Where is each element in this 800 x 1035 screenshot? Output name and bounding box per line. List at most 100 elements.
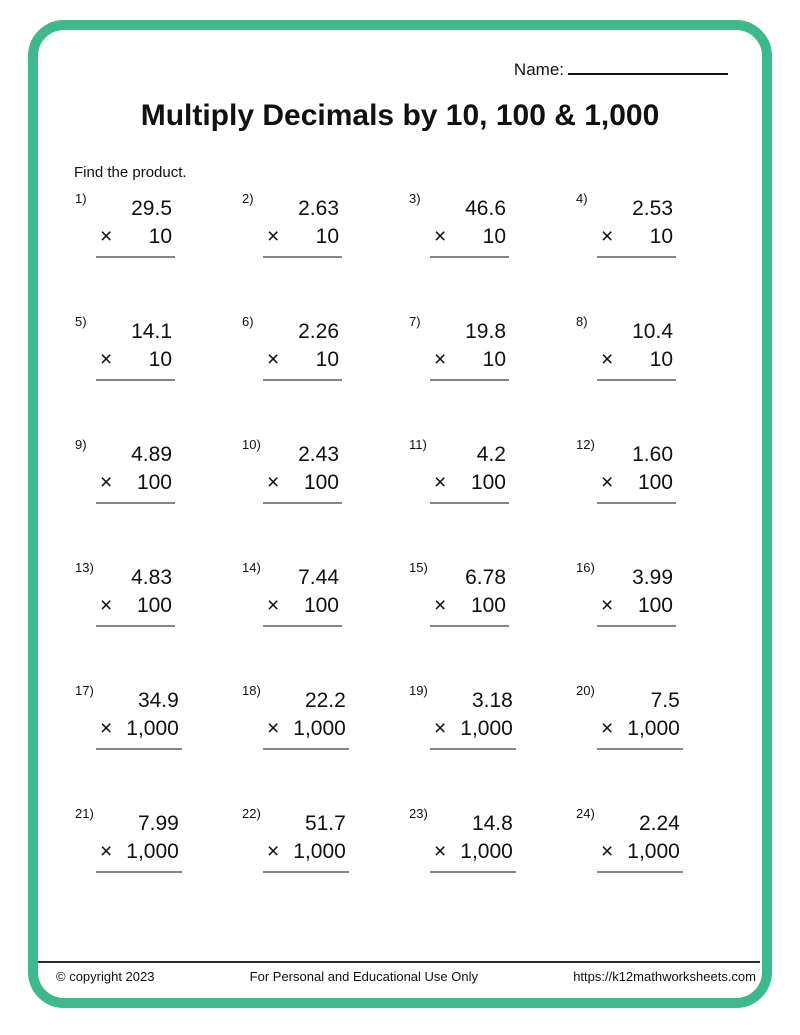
multiplicand: 2.63	[298, 197, 339, 220]
multiplicand: 4.2	[476, 443, 506, 466]
problem-work: 14.1 × 10	[96, 320, 175, 381]
multiplicand: 34.9	[137, 689, 179, 712]
worksheet-border	[28, 20, 772, 1008]
problems-grid: 1) 29.5 × 10 2) 2.63 × 10 3) 46.6 × 10 4) 2…	[73, 191, 741, 929]
problem-number: 5)	[75, 314, 87, 329]
problem-work: 2.63 × 10	[263, 197, 342, 258]
multiplier: 10	[148, 348, 172, 371]
multiplier: 1,000	[293, 717, 346, 740]
multiply-sign: ×	[100, 840, 113, 863]
multiplier: 1,000	[460, 717, 513, 740]
answer-line	[430, 871, 516, 873]
problem-12: 12) 1.60 × 100	[574, 437, 741, 560]
multiply-sign: ×	[267, 840, 280, 863]
problem-work: 34.9 × 1,000	[96, 689, 182, 750]
footer-url: https://k12mathworksheets.com	[573, 969, 756, 984]
answer-line	[430, 748, 516, 750]
multiplier: 1,000	[126, 717, 179, 740]
multiplicand: 46.6	[465, 197, 506, 220]
problem-1: 1) 29.5 × 10	[73, 191, 240, 314]
problem-number: 19)	[409, 683, 428, 698]
multiplier: 100	[470, 471, 506, 494]
problem-work: 3.18 × 1,000	[430, 689, 516, 750]
problem-number: 2)	[242, 191, 254, 206]
footer-copyright: © copyright 2023	[56, 969, 155, 984]
answer-line	[597, 379, 676, 381]
multiply-sign: ×	[434, 471, 447, 494]
answer-line	[597, 748, 683, 750]
problem-21: 21) 7.99 × 1,000	[73, 806, 240, 929]
multiply-sign: ×	[434, 225, 447, 248]
multiplicand: 22.2	[304, 689, 346, 712]
problem-5: 5) 14.1 × 10	[73, 314, 240, 437]
problem-work: 4.83 × 100	[96, 566, 175, 627]
multiply-sign: ×	[267, 225, 280, 248]
problem-number: 16)	[576, 560, 595, 575]
multiply-sign: ×	[601, 717, 614, 740]
problem-number: 24)	[576, 806, 595, 821]
multiply-sign: ×	[267, 594, 280, 617]
multiplier: 100	[470, 594, 506, 617]
problem-2: 2) 2.63 × 10	[240, 191, 407, 314]
multiplier: 10	[482, 348, 506, 371]
multiply-sign: ×	[100, 594, 113, 617]
problem-number: 22)	[242, 806, 261, 821]
multiplicand: 14.1	[131, 320, 172, 343]
multiply-sign: ×	[100, 717, 113, 740]
answer-line	[96, 256, 175, 258]
answer-line	[597, 871, 683, 873]
answer-line	[597, 502, 676, 504]
multiply-sign: ×	[267, 717, 280, 740]
answer-line	[263, 871, 349, 873]
multiply-sign: ×	[100, 348, 113, 371]
problem-number: 15)	[409, 560, 428, 575]
multiply-sign: ×	[100, 471, 113, 494]
multiply-sign: ×	[601, 348, 614, 371]
problem-work: 7.44 × 100	[263, 566, 342, 627]
answer-line	[263, 379, 342, 381]
problem-10: 10) 2.43 × 100	[240, 437, 407, 560]
problem-15: 15) 6.78 × 100	[407, 560, 574, 683]
multiplier: 100	[136, 594, 172, 617]
multiplicand: 14.8	[471, 812, 513, 835]
problem-work: 22.2 × 1,000	[263, 689, 349, 750]
multiplicand: 2.26	[298, 320, 339, 343]
multiplier: 100	[637, 594, 673, 617]
problem-number: 20)	[576, 683, 595, 698]
problem-work: 2.43 × 100	[263, 443, 342, 504]
problem-3: 3) 46.6 × 10	[407, 191, 574, 314]
multiplicand: 2.53	[632, 197, 673, 220]
answer-line	[96, 502, 175, 504]
answer-line	[263, 748, 349, 750]
multiplier: 10	[649, 225, 673, 248]
multiplier: 100	[637, 471, 673, 494]
problem-work: 51.7 × 1,000	[263, 812, 349, 873]
instruction-text: Find the product.	[74, 164, 187, 181]
multiplier: 100	[136, 471, 172, 494]
problem-work: 2.26 × 10	[263, 320, 342, 381]
problem-work: 7.5 × 1,000	[597, 689, 683, 750]
multiplicand: 4.89	[131, 443, 172, 466]
problem-4: 4) 2.53 × 10	[574, 191, 741, 314]
multiplicand: 19.8	[465, 320, 506, 343]
problem-17: 17) 34.9 × 1,000	[73, 683, 240, 806]
multiplicand: 2.43	[298, 443, 339, 466]
multiplier: 10	[649, 348, 673, 371]
multiply-sign: ×	[601, 840, 614, 863]
multiplier: 1,000	[293, 840, 346, 863]
problem-number: 18)	[242, 683, 261, 698]
problem-14: 14) 7.44 × 100	[240, 560, 407, 683]
answer-line	[430, 625, 509, 627]
problem-number: 8)	[576, 314, 588, 329]
problem-18: 18) 22.2 × 1,000	[240, 683, 407, 806]
problem-work: 4.2 × 100	[430, 443, 509, 504]
problem-work: 4.89 × 100	[96, 443, 175, 504]
multiplier: 10	[148, 225, 172, 248]
problem-number: 7)	[409, 314, 421, 329]
multiplicand: 6.78	[465, 566, 506, 589]
problem-number: 14)	[242, 560, 261, 575]
problem-number: 12)	[576, 437, 595, 452]
multiplier: 1,000	[460, 840, 513, 863]
answer-line	[96, 871, 182, 873]
multiply-sign: ×	[100, 225, 113, 248]
